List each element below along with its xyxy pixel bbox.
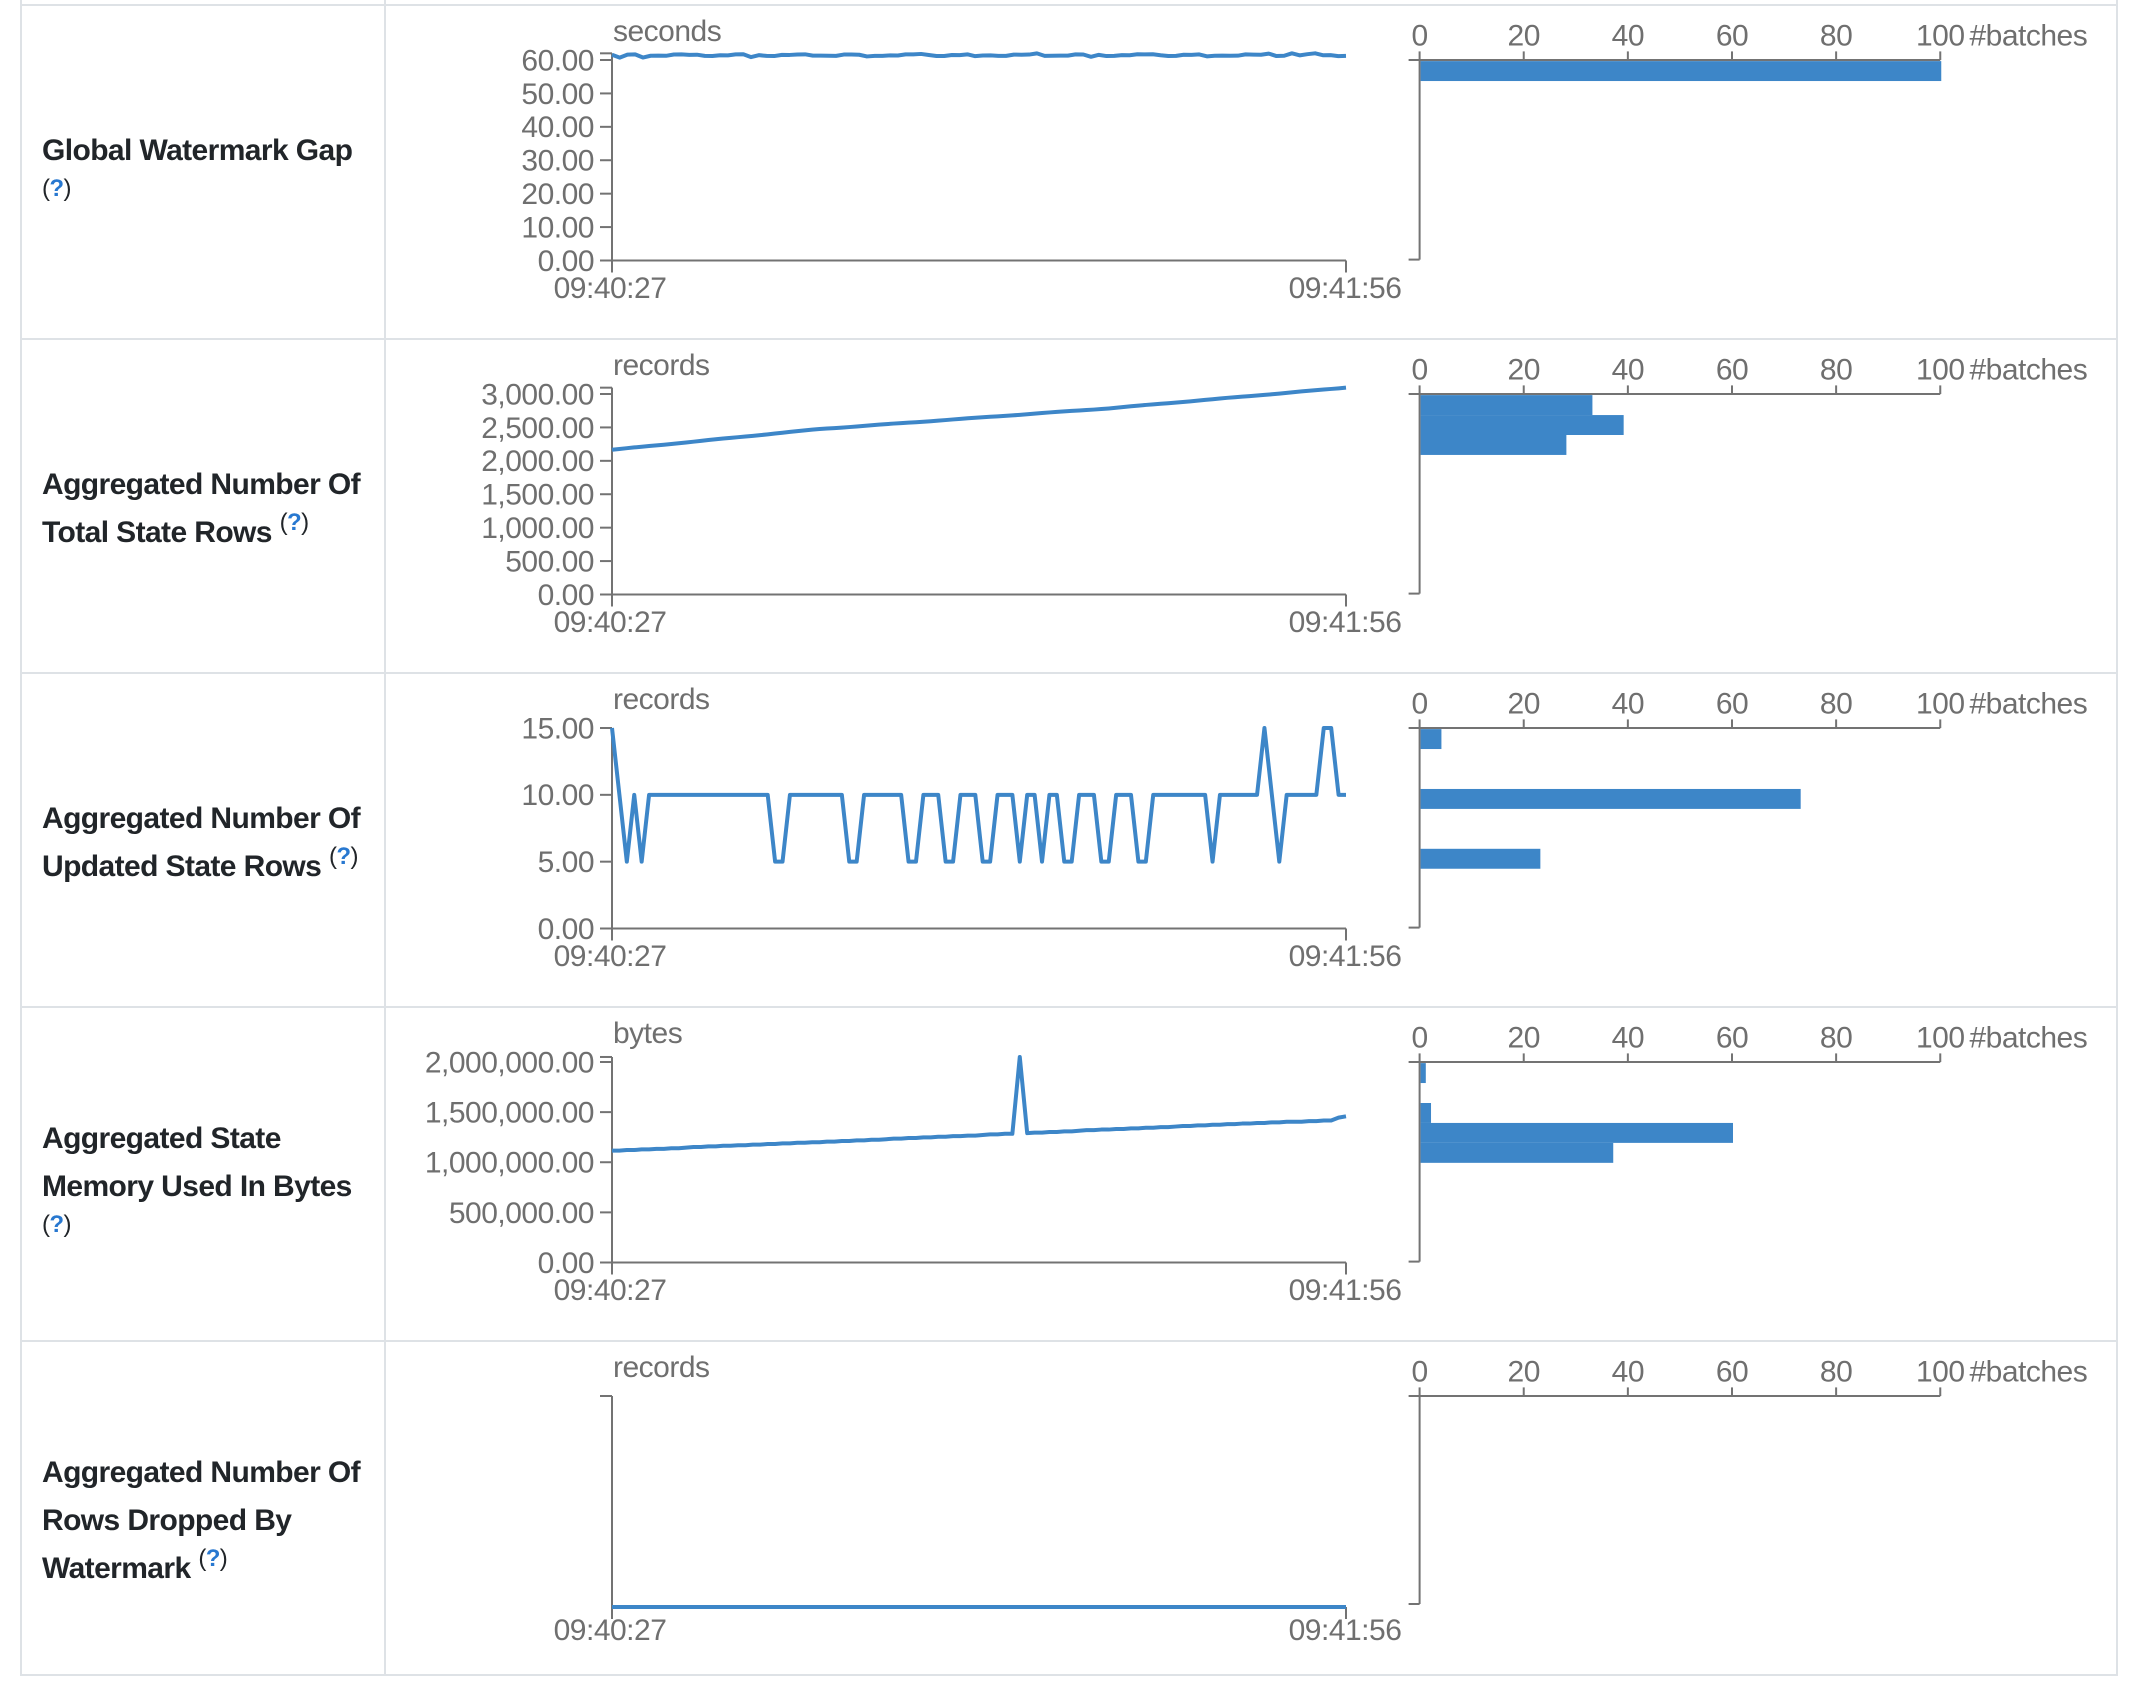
svg-text:records: records (613, 1351, 710, 1384)
svg-text:#batches: #batches (1969, 354, 2087, 387)
svg-text:records: records (613, 683, 710, 716)
svg-text:1,500.00: 1,500.00 (481, 479, 594, 512)
svg-text:1,000.00: 1,000.00 (481, 512, 594, 545)
svg-text:60: 60 (1716, 354, 1748, 387)
svg-text:50.00: 50.00 (521, 78, 594, 111)
svg-text:0.00: 0.00 (538, 245, 594, 278)
svg-text:15.00: 15.00 (521, 712, 594, 745)
svg-text:20: 20 (1508, 1022, 1540, 1055)
svg-text:60: 60 (1716, 1022, 1748, 1055)
svg-text:09:41:56: 09:41:56 (1289, 606, 1402, 639)
svg-text:80: 80 (1820, 688, 1852, 721)
svg-text:0: 0 (1412, 1022, 1428, 1055)
svg-text:60: 60 (1716, 20, 1748, 53)
svg-text:records: records (613, 349, 710, 382)
svg-text:09:40:27: 09:40:27 (554, 606, 667, 639)
svg-text:10.00: 10.00 (521, 211, 594, 244)
svg-text:20: 20 (1508, 354, 1540, 387)
svg-text:60: 60 (1716, 1356, 1748, 1389)
svg-text:09:40:27: 09:40:27 (554, 272, 667, 305)
svg-text:#batches: #batches (1969, 1022, 2087, 1055)
svg-text:100: 100 (1916, 354, 1965, 387)
svg-text:0.00: 0.00 (538, 579, 594, 612)
svg-text:40: 40 (1612, 1356, 1644, 1389)
svg-text:#batches: #batches (1969, 20, 2087, 53)
svg-text:2,000.00: 2,000.00 (481, 445, 594, 478)
svg-text:0.00: 0.00 (538, 913, 594, 946)
svg-text:100: 100 (1916, 20, 1965, 53)
svg-text:80: 80 (1820, 354, 1852, 387)
svg-text:5.00: 5.00 (538, 846, 594, 879)
svg-text:20: 20 (1508, 20, 1540, 53)
svg-text:500.00: 500.00 (505, 545, 594, 578)
svg-text:20.00: 20.00 (521, 178, 594, 211)
svg-text:0: 0 (1412, 1356, 1428, 1389)
svg-text:20: 20 (1508, 1356, 1540, 1389)
svg-text:20: 20 (1508, 688, 1540, 721)
svg-text:40.00: 40.00 (521, 111, 594, 144)
svg-text:bytes: bytes (613, 1017, 682, 1050)
svg-text:09:40:27: 09:40:27 (554, 1274, 667, 1307)
svg-text:60: 60 (1716, 688, 1748, 721)
svg-text:80: 80 (1820, 1022, 1852, 1055)
svg-text:100: 100 (1916, 1022, 1965, 1055)
svg-text:09:40:27: 09:40:27 (554, 940, 667, 973)
svg-text:80: 80 (1820, 20, 1852, 53)
svg-text:0: 0 (1412, 688, 1428, 721)
svg-text:#batches: #batches (1969, 1356, 2087, 1389)
svg-text:09:40:27: 09:40:27 (554, 1614, 667, 1647)
svg-text:40: 40 (1612, 688, 1644, 721)
svg-text:09:41:56: 09:41:56 (1289, 940, 1402, 973)
svg-text:40: 40 (1612, 354, 1644, 387)
svg-text:1,500,000.00: 1,500,000.00 (425, 1097, 594, 1130)
svg-text:09:41:56: 09:41:56 (1289, 1274, 1402, 1307)
svg-text:0.00: 0.00 (538, 1247, 594, 1280)
svg-text:0: 0 (1412, 354, 1428, 387)
svg-text:80: 80 (1820, 1356, 1852, 1389)
svg-text:500,000.00: 500,000.00 (449, 1197, 594, 1230)
svg-text:40: 40 (1612, 20, 1644, 53)
svg-text:30.00: 30.00 (521, 145, 594, 178)
svg-text:09:41:56: 09:41:56 (1289, 1614, 1402, 1647)
svg-text:10.00: 10.00 (521, 779, 594, 812)
svg-text:1,000,000.00: 1,000,000.00 (425, 1147, 594, 1180)
svg-text:100: 100 (1916, 688, 1965, 721)
svg-text:3,000.00: 3,000.00 (481, 378, 594, 411)
svg-text:09:41:56: 09:41:56 (1289, 272, 1402, 305)
svg-text:60.00: 60.00 (521, 44, 594, 77)
svg-text:2,000,000.00: 2,000,000.00 (425, 1046, 594, 1079)
svg-text:0: 0 (1412, 20, 1428, 53)
svg-text:100: 100 (1916, 1356, 1965, 1389)
svg-text:seconds: seconds (613, 15, 721, 48)
svg-text:2,500.00: 2,500.00 (481, 412, 594, 445)
svg-text:40: 40 (1612, 1022, 1644, 1055)
svg-text:#batches: #batches (1969, 688, 2087, 721)
